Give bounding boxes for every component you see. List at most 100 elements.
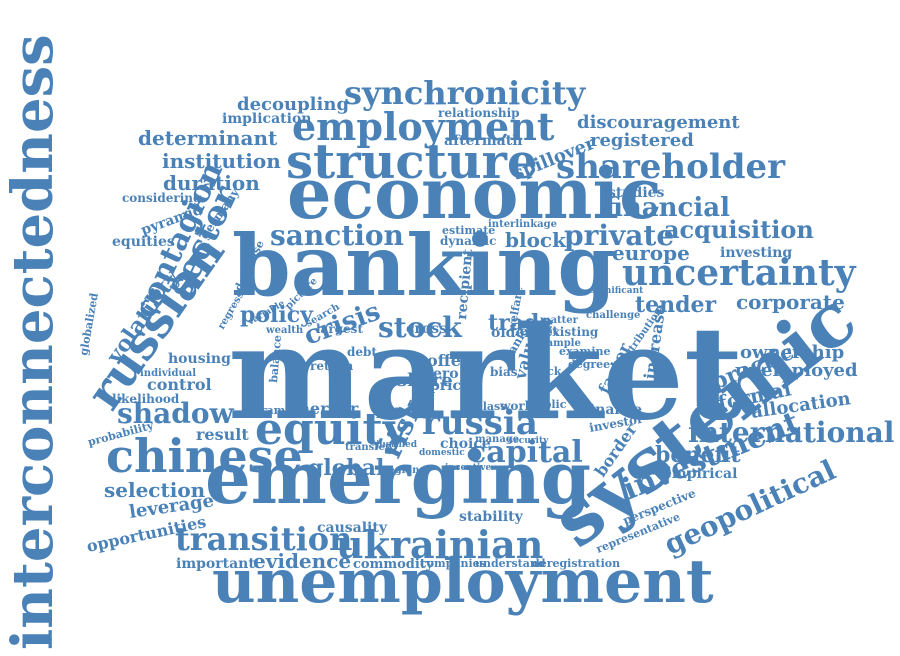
- word-financial: financial: [604, 193, 730, 223]
- word-economic: economic: [287, 152, 662, 235]
- word-empirical: empirical: [663, 466, 737, 482]
- word-international: international: [688, 416, 894, 449]
- word-control: control: [147, 375, 212, 394]
- word-companies: companies: [420, 557, 486, 570]
- word-zero: zero: [425, 366, 459, 382]
- word-stability: stability: [459, 509, 524, 525]
- word-deregistration: deregistration: [532, 557, 620, 570]
- word-share: share: [397, 370, 453, 391]
- word-block: block: [505, 228, 567, 252]
- word-sample: sample: [541, 338, 581, 349]
- word-discouragement: discouragement: [577, 112, 740, 133]
- word-incentive: incentive: [445, 463, 492, 473]
- word-security: security: [508, 436, 549, 446]
- word-globalized: globalized: [77, 292, 101, 357]
- word-causality: causality: [317, 520, 388, 536]
- word-class: class: [476, 400, 506, 413]
- word-banking: banking: [232, 216, 616, 315]
- word-employment: employment: [292, 104, 555, 149]
- word-estimate: estimate: [442, 224, 495, 237]
- word-considering: considering: [122, 191, 202, 205]
- word-equity: equity: [255, 404, 410, 455]
- word-price: price: [430, 378, 470, 394]
- word-market: market: [228, 299, 743, 449]
- word-cross: cross: [406, 321, 447, 337]
- word-transition: transition: [175, 520, 352, 558]
- word-result: result: [196, 425, 249, 444]
- word-studies: studies: [608, 185, 665, 201]
- word-examine: examine: [559, 345, 611, 358]
- word-shareholder: shareholder: [556, 147, 786, 187]
- word-stock: stock: [378, 311, 462, 344]
- word-important: important: [176, 556, 255, 572]
- word-sanction: sanction: [270, 219, 404, 252]
- word-unemployment: unemployment: [212, 547, 714, 617]
- word-wealth: wealth: [265, 325, 304, 336]
- word-regional: regional: [383, 465, 430, 476]
- word-transfer: transfer: [345, 442, 391, 453]
- word-europe: europe: [612, 241, 690, 265]
- word-registered: registered: [590, 130, 694, 151]
- word-chinese: chinese: [106, 429, 303, 483]
- word-evidence: evidence: [253, 549, 351, 573]
- word-public: public: [528, 398, 567, 411]
- word-justified: justified: [375, 440, 418, 450]
- word-russia: russia: [422, 403, 538, 443]
- word-challenge: challenge: [586, 310, 640, 321]
- word-emerging: emerging: [205, 435, 591, 520]
- word-return: return: [310, 359, 354, 373]
- word-degree: degree: [568, 358, 610, 371]
- word-dramatic: dramatic: [253, 404, 309, 417]
- word-capital: capital: [468, 435, 583, 470]
- word-ownership: ownership: [740, 342, 844, 363]
- word-commodity: commodity: [353, 557, 434, 572]
- word-existing: existing: [545, 325, 599, 339]
- word-policy: policy: [240, 302, 314, 328]
- word-world: world: [499, 399, 538, 413]
- word-domestic: domestic: [419, 448, 465, 458]
- word-synchronicity: synchronicity: [344, 74, 587, 112]
- word-effect: effect: [520, 324, 558, 338]
- word-housing: housing: [168, 351, 231, 367]
- word-structure: structure: [286, 134, 538, 190]
- word-recipient: recipient: [454, 248, 476, 320]
- word-aftermath: aftermath: [444, 133, 522, 149]
- word-uncertainty: uncertainty: [622, 252, 857, 294]
- word-choice: choice: [440, 436, 491, 452]
- word-dynamic: dynamic: [440, 234, 496, 248]
- word-balance: balance: [267, 334, 284, 383]
- word-ukrainian: ukrainian: [336, 522, 543, 567]
- word-determinant: determinant: [138, 126, 278, 150]
- word-likelihood: likelihood: [112, 392, 180, 406]
- word-manage: manage: [475, 434, 519, 445]
- word-black: black: [528, 365, 562, 378]
- word-implication: implication: [222, 111, 311, 127]
- word-finance: finance: [585, 402, 642, 418]
- word-merger: merger: [293, 399, 359, 418]
- word-paper: paper: [376, 403, 422, 419]
- word-decoupling: decoupling: [237, 94, 349, 115]
- word-unemployed: unemployed: [735, 360, 858, 381]
- word-relationship: relationship: [438, 106, 520, 120]
- word-interlinkage: interlinkage: [488, 219, 557, 230]
- word-benefit: benefit: [655, 442, 741, 468]
- word-shadow: shadow: [117, 397, 235, 430]
- word-individual: individual: [140, 368, 196, 379]
- word-offer: offer: [427, 351, 470, 370]
- word-corporate: corporate: [736, 290, 845, 314]
- word-global: global: [308, 455, 384, 481]
- word-equities: equities: [112, 234, 175, 250]
- word-selection: selection: [104, 478, 206, 502]
- word-debt: debt: [347, 345, 377, 359]
- word-private: private: [564, 219, 674, 252]
- word-acquisition: acquisition: [664, 215, 814, 244]
- word-interconnectedness: interconnectedness: [0, 34, 66, 650]
- word-significant: significant: [590, 286, 644, 296]
- word-bias: bias: [490, 365, 518, 379]
- word-older: older: [491, 325, 532, 341]
- word-investing: investing: [720, 245, 792, 261]
- word-duration: duration: [163, 171, 260, 195]
- word-trade: trade: [488, 310, 553, 336]
